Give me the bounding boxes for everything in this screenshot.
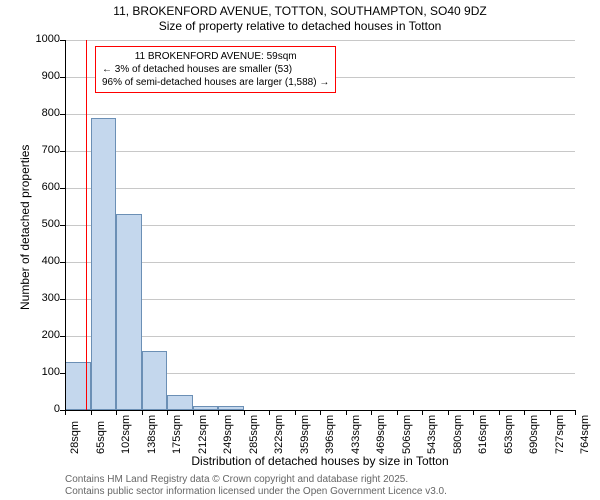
histogram-bar [91, 118, 117, 410]
y-tick-label: 500 [25, 218, 60, 230]
x-tick-label: 543sqm [426, 415, 438, 454]
histogram-bar [167, 395, 193, 410]
histogram-bar [116, 214, 142, 410]
annotation-line: ← 3% of detached houses are smaller (53) [102, 63, 329, 76]
x-tick-label: 175sqm [171, 415, 183, 454]
x-tick-label: 102sqm [120, 415, 132, 454]
grid-line [65, 188, 575, 189]
grid-line [65, 114, 575, 115]
annotation-box: 11 BROKENFORD AVENUE: 59sqm← 3% of detac… [95, 46, 336, 93]
histogram-bar [142, 351, 168, 410]
y-tick-label: 700 [25, 144, 60, 156]
y-tick-label: 0 [25, 403, 60, 415]
x-tick-label: 433sqm [350, 415, 362, 454]
annotation-line: 96% of semi-detached houses are larger (… [102, 76, 329, 89]
grid-line [65, 262, 575, 263]
grid-line [65, 40, 575, 41]
reference-line [86, 40, 87, 410]
y-tick-label: 600 [25, 181, 60, 193]
footer-attribution-2: Contains public sector information licen… [65, 486, 447, 497]
x-tick-label: 322sqm [273, 415, 285, 454]
grid-line [65, 336, 575, 337]
y-axis-line [65, 40, 66, 410]
x-tick-label: 764sqm [579, 415, 591, 454]
x-tick-label: 212sqm [197, 415, 209, 454]
chart-container: 11, BROKENFORD AVENUE, TOTTON, SOUTHAMPT… [0, 0, 600, 500]
grid-line [65, 225, 575, 226]
x-tick-label: 580sqm [452, 415, 464, 454]
x-tick-label: 690sqm [528, 415, 540, 454]
x-tick-label: 506sqm [401, 415, 413, 454]
y-tick-label: 800 [25, 107, 60, 119]
x-tick-label: 359sqm [299, 415, 311, 454]
chart-title-line1: 11, BROKENFORD AVENUE, TOTTON, SOUTHAMPT… [0, 4, 600, 18]
chart-title-line2: Size of property relative to detached ho… [0, 19, 600, 33]
x-tick-label: 396sqm [324, 415, 336, 454]
y-tick-label: 200 [25, 329, 60, 341]
x-tick-label: 28sqm [69, 421, 81, 454]
y-tick-label: 100 [25, 366, 60, 378]
x-tick-mark [575, 410, 576, 415]
y-tick-label: 400 [25, 255, 60, 267]
plot-area: 0100200300400500600700800900100028sqm65s… [65, 40, 575, 410]
x-axis-line [65, 410, 575, 411]
x-axis-title: Distribution of detached houses by size … [65, 454, 575, 468]
x-tick-label: 65sqm [95, 421, 107, 454]
x-tick-label: 249sqm [222, 415, 234, 454]
footer-attribution-1: Contains HM Land Registry data © Crown c… [65, 474, 408, 485]
y-tick-label: 300 [25, 292, 60, 304]
x-tick-label: 653sqm [503, 415, 515, 454]
y-tick-label: 900 [25, 70, 60, 82]
grid-line [65, 151, 575, 152]
y-tick-label: 1000 [25, 33, 60, 45]
annotation-line: 11 BROKENFORD AVENUE: 59sqm [102, 50, 329, 63]
grid-line [65, 299, 575, 300]
x-tick-label: 285sqm [248, 415, 260, 454]
x-tick-label: 138sqm [146, 415, 158, 454]
x-tick-label: 616sqm [477, 415, 489, 454]
x-axis-title-text: Distribution of detached houses by size … [191, 454, 448, 468]
x-tick-label: 469sqm [375, 415, 387, 454]
x-tick-label: 727sqm [554, 415, 566, 454]
